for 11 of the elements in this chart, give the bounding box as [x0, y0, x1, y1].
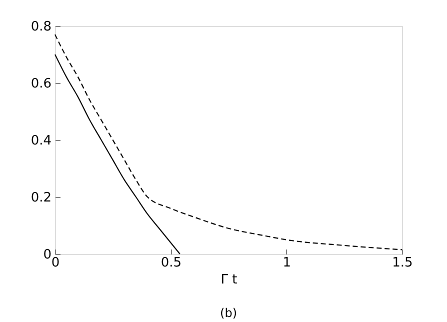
x-axis-title: Γ t [220, 272, 238, 288]
text: (b) [220, 306, 237, 320]
y-tick-label: 0.6 [30, 76, 52, 92]
y-tick-label: 0.8 [30, 20, 52, 34]
x-tick-label: 1 [282, 256, 291, 270]
x-tick-label: 0.5 [160, 256, 182, 270]
y-tick-label: 0.4 [30, 134, 52, 148]
line-series [54, 54, 180, 255]
line-series [54, 34, 403, 250]
x-tick-label: 1.5 [392, 256, 413, 270]
y-tick-label: 0.2 [30, 190, 52, 206]
